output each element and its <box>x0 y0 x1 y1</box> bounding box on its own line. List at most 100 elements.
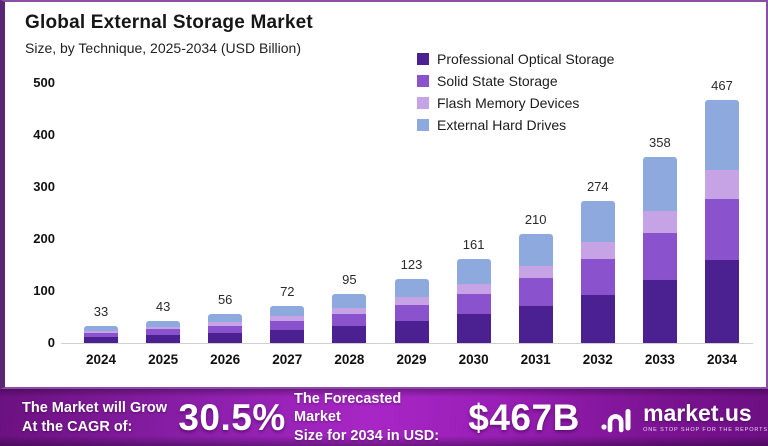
bar-total-label: 33 <box>93 303 109 319</box>
y-axis-tick-label: 0 <box>47 335 55 350</box>
x-axis-label: 2028 <box>334 352 365 367</box>
bar-segment-external-hard-drives <box>84 325 118 332</box>
bar-total-label: 358 <box>649 134 671 150</box>
marketus-logo-text-block: market.us ONE STOP SHOP FOR THE REPORTS <box>643 400 768 434</box>
bar-segment-professional-optical-storage <box>332 326 367 343</box>
bar-segment-solid-state-storage <box>84 333 118 338</box>
legend-label: Professional Optical Storage <box>437 51 615 67</box>
bar-segment-solid-state-storage <box>332 313 367 327</box>
bar-total-label: 210 <box>524 211 547 227</box>
legend-swatch-icon <box>417 119 429 131</box>
bar-segment-external-hard-drives <box>146 320 181 327</box>
bar-segment-flash-memory-devices <box>518 265 553 279</box>
forecast-label: The Forecasted Market Size for 2034 in U… <box>294 390 450 444</box>
y-axis-tick-label: 100 <box>33 283 55 298</box>
bar-segment-solid-state-storage <box>208 325 243 334</box>
bar-segment-flash-memory-devices <box>456 283 491 294</box>
bar-segment-solid-state-storage <box>642 233 677 280</box>
marketus-logo-icon <box>601 408 631 432</box>
cagr-label: The Market will Grow At the CAGR of: <box>22 399 170 435</box>
bar-segment-external-hard-drives <box>394 279 429 298</box>
x-axis-label: 2034 <box>706 352 738 367</box>
bar-segment-external-hard-drives <box>642 156 677 211</box>
x-axis-label: 2024 <box>85 352 117 367</box>
bar-segment-flash-memory-devices <box>84 331 118 334</box>
bar-segment-flash-memory-devices <box>208 322 243 326</box>
y-axis-tick-label: 400 <box>33 127 55 142</box>
bar-segment-external-hard-drives <box>705 100 739 171</box>
x-axis-label: 2025 <box>148 352 179 367</box>
bar-segment-flash-memory-devices <box>642 210 677 234</box>
bar-segment-solid-state-storage <box>518 278 553 307</box>
legend-item-professional-optical-storage: Professional Optical Storage <box>417 48 614 70</box>
bar-segment-professional-optical-storage <box>146 335 181 343</box>
bar-segment-flash-memory-devices <box>705 170 739 200</box>
chart-subtitle: Size, by Technique, 2025-2034 (USD Billi… <box>25 40 302 56</box>
bar-segment-solid-state-storage <box>705 199 739 261</box>
bar-segment-flash-memory-devices <box>580 241 615 259</box>
marketus-logo: market.us ONE STOP SHOP FOR THE REPORTS <box>600 402 768 434</box>
legend-item-external-hard-drives: External Hard Drives <box>417 114 614 136</box>
chart-title: Global External Storage Market <box>25 12 313 33</box>
cagr-value: 30.5% <box>178 396 286 438</box>
x-axis-label: 2026 <box>210 352 241 367</box>
bar-2030 <box>456 259 491 343</box>
y-axis-tick-label: 200 <box>33 231 55 246</box>
bar-total-label: 161 <box>462 237 485 253</box>
chart-card: Global External Storage Market Size, by … <box>0 0 768 389</box>
x-axis-line <box>61 343 753 344</box>
bar-segment-solid-state-storage <box>394 305 429 322</box>
x-axis-label: 2027 <box>272 352 303 367</box>
bar-segment-flash-memory-devices <box>332 308 367 314</box>
bar-2026 <box>208 313 243 343</box>
bar-segment-external-hard-drives <box>518 233 553 266</box>
bar-segment-professional-optical-storage <box>642 279 677 343</box>
bar-segment-external-hard-drives <box>456 259 491 284</box>
legend-label: Flash Memory Devices <box>437 95 580 111</box>
cagr-label-line1: The Market will Grow <box>22 400 168 417</box>
marketus-logo-tagline: ONE STOP SHOP FOR THE REPORTS <box>643 427 768 433</box>
legend-label: External Hard Drives <box>437 117 567 133</box>
bar-segment-external-hard-drives <box>580 200 615 242</box>
marketus-logo-text: market.us <box>643 400 752 426</box>
cagr-banner: The Market will Grow At the CAGR of: 30.… <box>0 389 768 446</box>
bar-2025 <box>146 320 181 343</box>
bar-segment-professional-optical-storage <box>394 321 429 343</box>
forecast-label-line1: The Forecasted Market <box>294 391 402 426</box>
bar-segment-flash-memory-devices <box>146 326 181 330</box>
bar-segment-professional-optical-storage <box>84 337 118 343</box>
legend-swatch-icon <box>417 75 429 87</box>
bar-segment-professional-optical-storage <box>580 294 615 343</box>
bar-segment-flash-memory-devices <box>394 297 429 306</box>
bar-segment-solid-state-storage <box>146 329 181 336</box>
bar-total-label: 72 <box>280 283 295 299</box>
bar-2024 <box>84 325 118 343</box>
legend-label: Solid State Storage <box>437 73 558 89</box>
x-axis-label: 2031 <box>520 352 551 367</box>
bar-segment-professional-optical-storage <box>270 330 305 343</box>
bar-segment-solid-state-storage <box>456 293 491 315</box>
bar-2031 <box>518 233 553 343</box>
chart-legend: Professional Optical Storage Solid State… <box>417 48 614 136</box>
bar-segment-professional-optical-storage <box>208 333 243 343</box>
cagr-label-line2: At the CAGR of: <box>22 418 133 435</box>
bar-segment-external-hard-drives <box>332 293 367 309</box>
bar-total-label: 467 <box>711 78 733 94</box>
bar-2034 <box>705 100 739 343</box>
bar-2028 <box>332 293 367 343</box>
bar-segment-external-hard-drives <box>208 313 243 323</box>
forecast-value: $467B <box>468 396 580 438</box>
forecast-label-line2: Size for 2034 in USD: <box>294 427 440 444</box>
bar-2029 <box>394 279 429 343</box>
bar-segment-solid-state-storage <box>580 258 615 295</box>
bar-total-label: 95 <box>342 271 357 287</box>
bar-2033 <box>642 156 677 343</box>
y-axis-tick-label: 300 <box>33 179 55 194</box>
x-axis-label: 2033 <box>644 352 675 367</box>
bar-segment-professional-optical-storage <box>518 306 553 343</box>
x-axis-label: 2029 <box>396 352 427 367</box>
bar-total-label: 56 <box>217 291 233 307</box>
y-axis-tick-label: 500 <box>33 75 55 90</box>
bar-total-label: 123 <box>400 257 423 273</box>
bar-segment-professional-optical-storage <box>705 260 739 343</box>
